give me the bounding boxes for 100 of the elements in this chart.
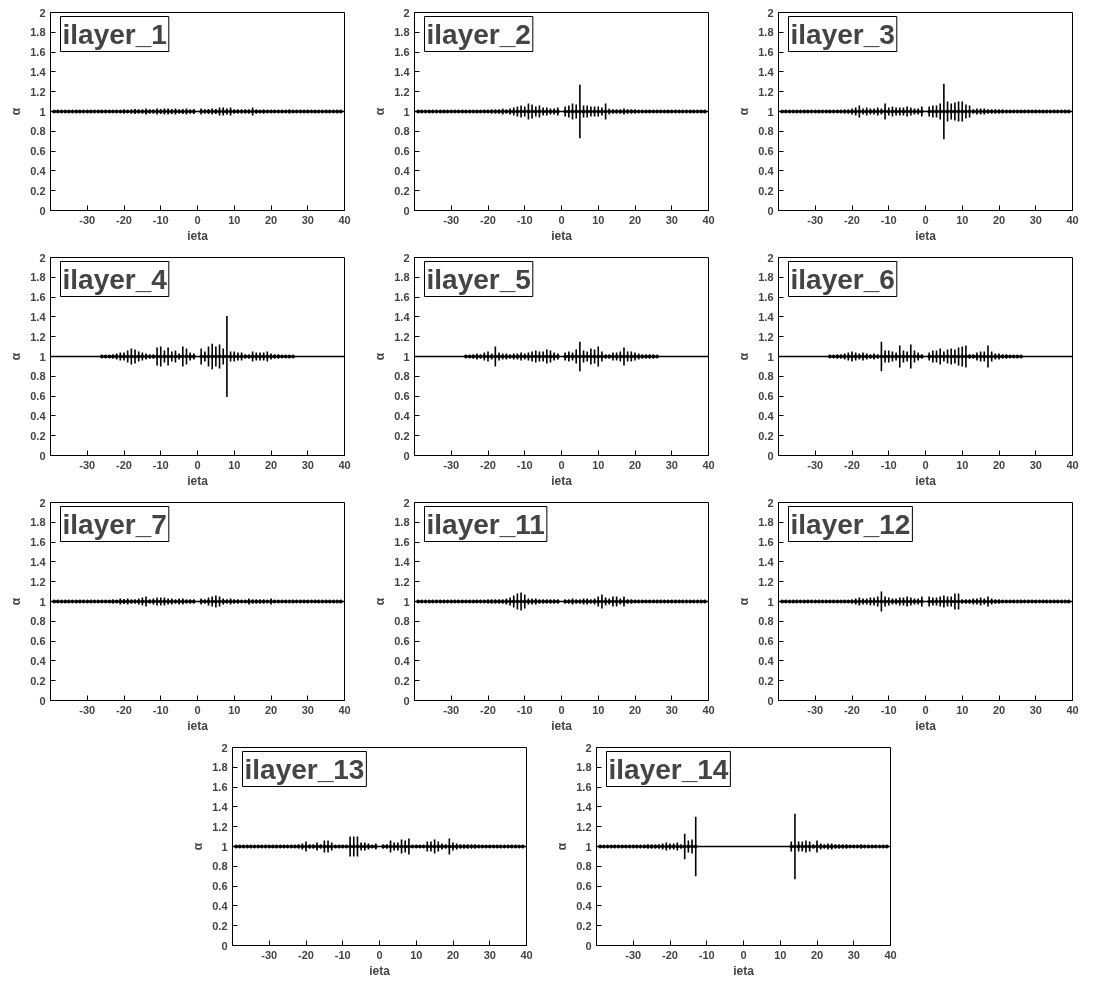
y-tick-label: 1.8 [394,26,410,39]
y-tick-label: 1.2 [758,85,774,98]
x-tick-label: 30 [1029,458,1042,471]
x-tick-label: -30 [79,458,96,471]
y-tick-label: 0.2 [30,429,46,442]
y-tick-label: 1.4 [30,555,47,568]
x-axis-title: ieta [369,963,391,978]
x-tick-label: -20 [116,213,132,226]
chart-title: ilayer_13 [244,753,365,785]
x-tick-label: 40 [338,213,351,226]
y-tick-label: 1.8 [394,271,410,284]
y-tick-label: 1.6 [758,46,774,59]
x-tick-label: 10 [410,948,423,961]
x-tick-label: 20 [992,703,1006,716]
y-tick-label: 0 [767,449,774,462]
y-tick-label: 0.8 [30,615,46,628]
y-tick-label: 0.4 [576,899,593,912]
x-tick-label: 10 [228,703,241,716]
y-tick-label: 0 [767,694,774,707]
y-tick-label: 0.6 [394,145,410,158]
y-tick-label: 2 [403,496,410,509]
x-tick-label: 20 [628,703,642,716]
y-tick-label: 1 [39,105,46,118]
y-tick-label: 0.2 [394,429,410,442]
x-tick-label: 0 [194,213,201,226]
x-tick-label: 10 [956,703,969,716]
x-tick-label: -10 [880,213,897,226]
x-tick-label: 0 [558,213,565,226]
y-axis-title: α [191,842,206,851]
x-axis-title: ieta [187,718,209,733]
y-tick-label: 0.4 [394,654,411,667]
chart-title: ilayer_2 [426,18,531,50]
chart-title: ilayer_14 [608,753,729,785]
y-tick-label: 1.2 [30,575,46,588]
y-tick-label: 1.8 [30,271,46,284]
y-tick-label: 1.4 [30,65,47,78]
x-tick-label: 0 [740,948,747,961]
x-tick-label: 40 [520,948,533,961]
x-tick-label: -30 [625,948,642,961]
x-tick-label: 20 [628,213,642,226]
x-tick-label: 40 [884,948,897,961]
x-tick-label: 20 [264,458,278,471]
x-tick-label: 40 [338,703,351,716]
y-tick-label: 1.4 [394,65,411,78]
y-tick-label: 0.8 [30,370,46,383]
x-axis-title: ieta [915,718,937,733]
y-tick-label: 0.4 [758,654,775,667]
x-tick-label: 40 [338,458,351,471]
y-tick-label: 1.4 [758,555,775,568]
y-tick-label: 0.6 [394,390,410,403]
y-tick-label: 0.4 [212,899,229,912]
y-tick-label: 1.2 [394,330,410,343]
x-tick-label: 0 [376,948,383,961]
x-tick-label: -20 [480,458,496,471]
x-tick-label: 40 [1066,458,1079,471]
y-tick-label: 0.4 [30,164,47,177]
x-tick-label: -10 [152,703,169,716]
y-tick-label: 0.4 [758,164,775,177]
y-tick-label: 1.2 [394,575,410,588]
x-tick-label: 10 [956,213,969,226]
x-tick-label: -30 [443,213,460,226]
x-tick-label: 0 [922,213,929,226]
y-tick-label: 1.8 [758,271,774,284]
x-tick-label: 40 [1066,213,1079,226]
y-tick-label: 0.6 [212,880,228,893]
x-tick-label: -20 [662,948,678,961]
y-tick-label: 1 [403,350,410,363]
y-axis-title: α [555,842,570,851]
x-axis-title: ieta [551,718,573,733]
x-tick-label: -30 [261,948,278,961]
x-axis-title: ieta [551,228,573,243]
x-tick-label: -10 [698,948,715,961]
y-tick-label: 0 [585,939,592,952]
x-axis-title: ieta [733,963,755,978]
y-tick-label: 2 [39,251,46,264]
y-tick-label: 0.8 [212,860,228,873]
y-tick-label: 0.8 [394,615,410,628]
y-tick-label: 2 [39,6,46,19]
y-tick-label: 1.6 [394,46,410,59]
y-tick-label: 1 [403,105,410,118]
y-tick-label: 1 [767,595,774,608]
y-axis-title: α [737,597,752,606]
y-tick-label: 0 [403,204,410,217]
y-tick-label: 2 [767,251,774,264]
x-tick-label: 40 [702,703,715,716]
x-tick-label: -10 [516,213,533,226]
x-tick-label: 30 [483,948,496,961]
x-tick-label: -20 [844,458,860,471]
x-tick-label: 0 [194,458,201,471]
x-tick-label: -10 [880,703,897,716]
x-tick-label: 20 [446,948,460,961]
y-tick-label: 0 [221,939,228,952]
x-axis-title: ieta [551,473,573,488]
x-tick-label: 0 [922,703,929,716]
chart-title: ilayer_6 [790,263,895,295]
x-tick-label: -20 [116,703,132,716]
y-tick-label: 1.2 [30,85,46,98]
y-axis-title: α [737,352,752,361]
x-tick-label: 30 [301,703,314,716]
x-tick-label: -30 [79,703,96,716]
